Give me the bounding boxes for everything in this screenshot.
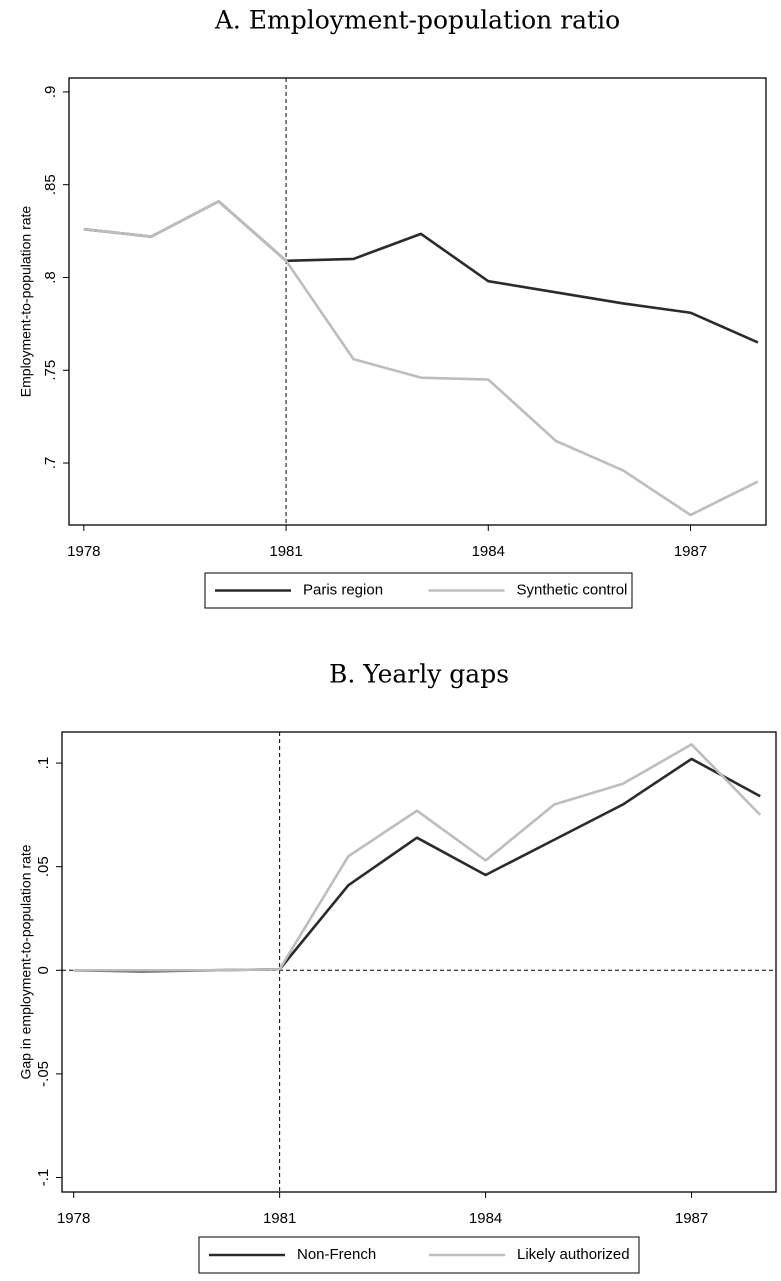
x-tick-label: 1984	[472, 543, 505, 560]
legend-label: Likely authorized	[517, 1246, 630, 1263]
legend: Non-French Likely authorized	[198, 1236, 640, 1274]
x-tick-label: 1981	[269, 543, 302, 560]
y-tick-label: .1	[35, 757, 52, 770]
plot-frame	[61, 731, 777, 1193]
x-tick-label: 1984	[469, 1210, 502, 1227]
series-line	[83, 200, 759, 344]
x-tick-label: 1987	[674, 543, 707, 560]
series-line	[83, 200, 759, 517]
y-tick-label: .8	[42, 271, 59, 284]
y-tick-label: .7	[42, 457, 59, 470]
y-tick-label: .85	[42, 174, 59, 195]
x-tick-label: 1987	[675, 1210, 708, 1227]
y-axis-label: Employment-to-population rate	[18, 206, 34, 398]
x-tick-label: 1978	[57, 1210, 90, 1227]
legend-label: Synthetic control	[517, 581, 628, 598]
legend: Paris region Synthetic control	[204, 572, 633, 609]
y-tick-label: -.05	[35, 1061, 52, 1087]
y-tick-label: .75	[42, 360, 59, 381]
legend-label: Paris region	[303, 581, 383, 598]
chart-title: B. Yearly gaps	[329, 660, 509, 689]
y-tick-label: .05	[35, 856, 52, 877]
x-tick-label: 1981	[263, 1210, 296, 1227]
x-tick-label: 1978	[67, 543, 100, 560]
y-tick-label: 0	[35, 966, 52, 974]
legend-label: Non-French	[297, 1246, 376, 1263]
plot-frame	[68, 77, 767, 526]
y-tick-label: -.1	[35, 1169, 52, 1187]
series-line	[73, 743, 762, 972]
chart-title: A. Employment-population ratio	[214, 6, 620, 35]
y-tick-label: .9	[42, 86, 59, 99]
y-axis-label: Gap in employment-to-population rate	[18, 844, 34, 1079]
series-line	[73, 757, 761, 973]
